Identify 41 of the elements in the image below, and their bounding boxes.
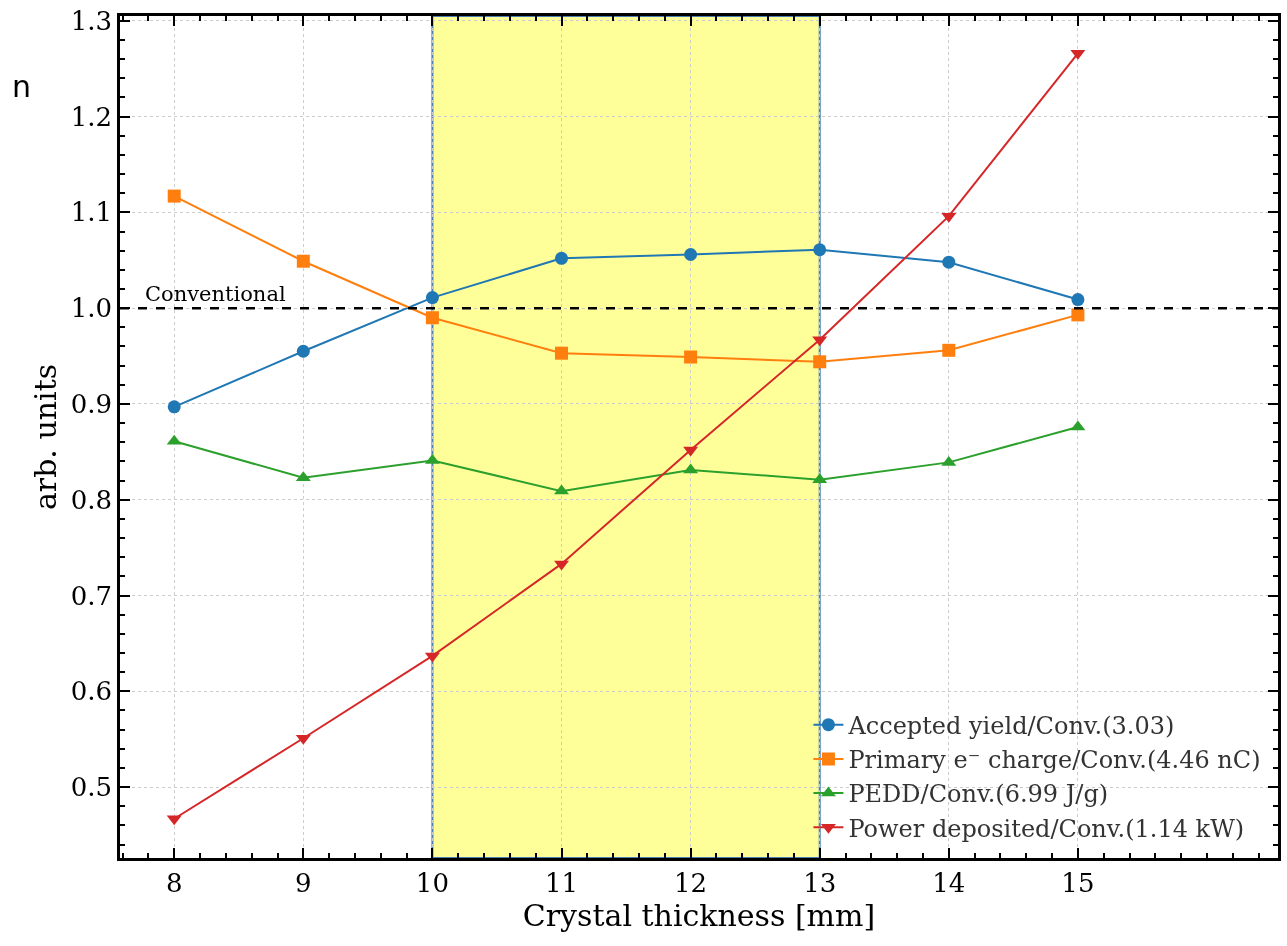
point xyxy=(296,254,310,268)
x-tick-label: 10 xyxy=(415,867,449,898)
point xyxy=(684,248,698,262)
point xyxy=(813,355,827,369)
y-tick-label: 0.5 xyxy=(70,772,113,803)
y-axis-title: arb. units xyxy=(27,363,63,511)
point xyxy=(942,343,956,357)
point xyxy=(1071,308,1085,322)
y-tick-label: 0.9 xyxy=(70,389,113,420)
legend-label: Power deposited/Conv.(1.14 kW) xyxy=(848,814,1245,843)
x-tick-label: 14 xyxy=(932,867,966,898)
point xyxy=(1071,293,1085,307)
y-tick-label: 0.8 xyxy=(70,484,113,515)
legend-label: Primary e⁻ charge/Conv.(4.46 nC) xyxy=(848,746,1261,775)
ref-line-label: Conventional xyxy=(145,282,286,306)
point xyxy=(167,400,181,414)
point xyxy=(425,291,439,305)
point xyxy=(425,311,439,325)
point xyxy=(684,350,698,364)
x-tick-label: 15 xyxy=(1061,867,1095,898)
y-tick-label: 1.3 xyxy=(70,5,113,36)
y-tick-label: 0.6 xyxy=(70,676,113,707)
point xyxy=(813,243,827,257)
point xyxy=(942,255,956,269)
point xyxy=(555,346,569,360)
x-tick-label: 12 xyxy=(674,867,708,898)
x-tick-label: 8 xyxy=(165,867,183,898)
point xyxy=(555,251,569,265)
legend-label: Accepted yield/Conv.(3.03) xyxy=(847,712,1175,741)
y-tick-label: 1.2 xyxy=(70,101,113,132)
legend-label: PEDD/Conv.(6.99 J/g) xyxy=(848,780,1109,809)
point xyxy=(296,344,310,358)
y-tick-label: 0.7 xyxy=(70,580,113,611)
text: n xyxy=(12,69,32,104)
point xyxy=(167,189,181,203)
y-tick-label: 1.1 xyxy=(70,197,113,228)
x-axis-title: Crystal thickness [mm] xyxy=(522,897,876,933)
x-tick-label: 11 xyxy=(544,867,579,898)
x-tick-label: 9 xyxy=(295,867,312,898)
y-tick-label: 1.0 xyxy=(70,293,113,324)
x-tick-label: 13 xyxy=(803,867,837,898)
